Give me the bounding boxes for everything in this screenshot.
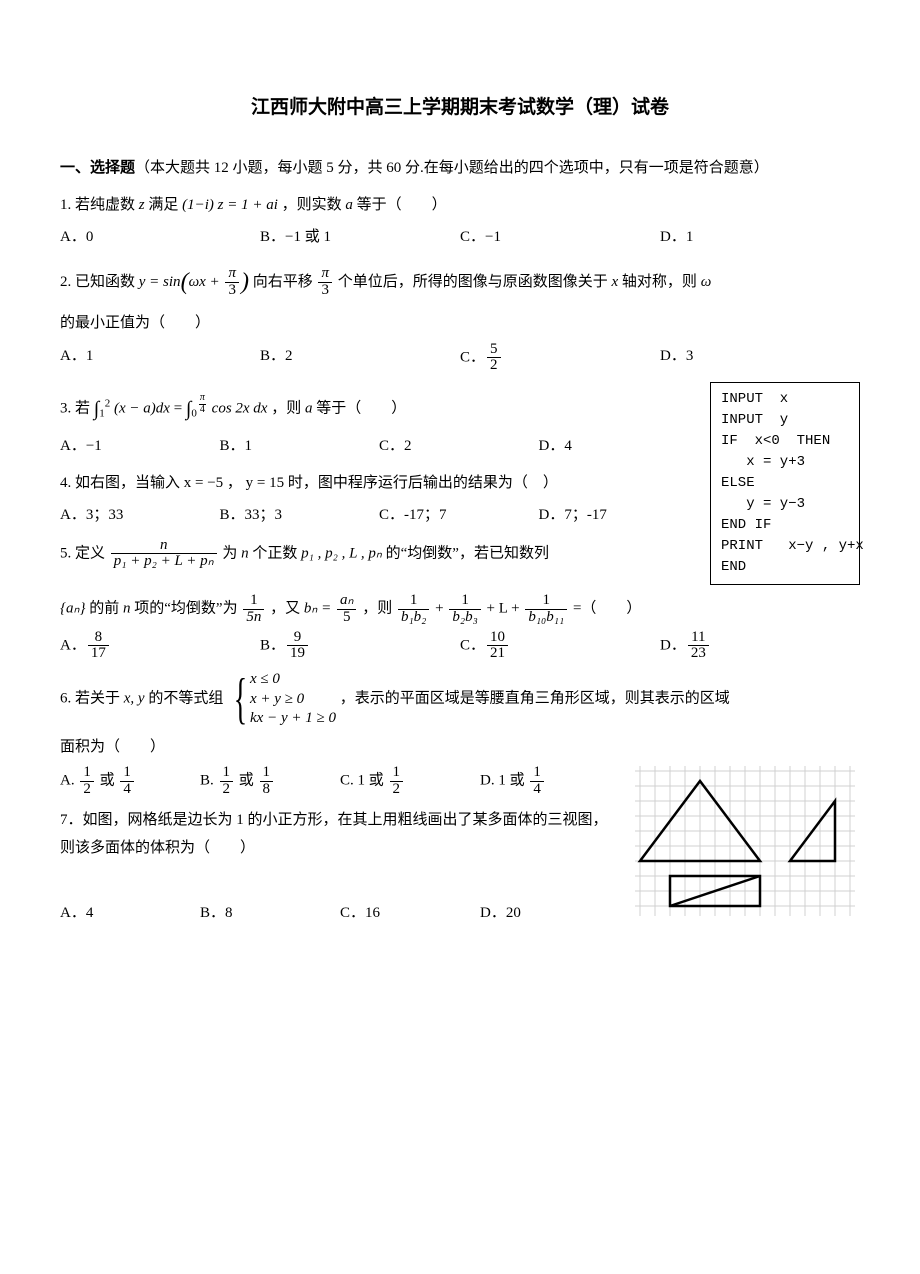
q67-main: A. 12 或 14 B. 12 或 18 C. 1 或 12 D. 1 或 1… [60, 761, 620, 936]
section-header: 一、选择题（本大题共 12 小题，每小题 5 分，共 60 分.在每小题给出的四… [60, 154, 860, 183]
q1-text3: ，则实数 [278, 197, 346, 213]
brace-icon: { [234, 671, 247, 727]
q4-opt-d: D．7；-17 [539, 501, 699, 530]
q7-opt-b: B．8 [200, 899, 340, 928]
code-box: INPUT x INPUT y IF x<0 THEN x = y+3 ELSE… [710, 382, 860, 585]
q2-opt-d: D．3 [660, 342, 860, 375]
q6-opt-b: B. 12 或 18 [200, 765, 340, 798]
q2-opt-a: A．1 [60, 342, 260, 375]
q2-omega: ω [701, 274, 712, 290]
q5-text3: 个正数 [249, 545, 302, 561]
q4-opt-c: C．-17；7 [379, 501, 539, 530]
question-3: 3. 若 ∫12 (x − a)dx = ∫0π4 cos 2x dx ，则 a… [60, 390, 698, 428]
q2-text3: 个单位后，所得的图像与原函数图像关于 [334, 274, 612, 290]
q6-opt-c: C. 1 或 12 [340, 765, 480, 798]
q5-opt-d: D．1123 [660, 630, 860, 663]
q6-tail: 面积为（ ） [60, 733, 860, 762]
q3-opt-d: D．4 [539, 432, 699, 461]
q5-l2c: ，又 [266, 601, 304, 617]
q5-l2e: （ ） [581, 601, 641, 617]
question-1: 1. 若纯虚数 z 满足 (1−i) z = 1 + ai ，则实数 a 等于（… [60, 191, 860, 220]
q3-opt-c: C．2 [379, 432, 539, 461]
q6-opt-d: D. 1 或 14 [480, 765, 620, 798]
q5-n2: n [123, 601, 131, 617]
q2-text4: 轴对称，则 [618, 274, 701, 290]
q1-text: 1. 若纯虚数 [60, 197, 139, 213]
q6-options: A. 12 或 14 B. 12 或 18 C. 1 或 12 D. 1 或 1… [60, 765, 620, 798]
question-4: 4. 如右图，当输入 x = −5 ， y = 15 时，图中程序运行后输出的结… [60, 469, 698, 498]
q4-opt-b: B．33；3 [220, 501, 380, 530]
section-desc: （本大题共 12 小题，每小题 5 分，共 60 分.在每小题给出的四个选项中，… [135, 160, 769, 176]
q2-eq: y = sin [139, 274, 181, 290]
q1-opt-d: D．1 [660, 223, 860, 252]
q4-options: A．3；33 B．33；3 C．-17；7 D．7；-17 [60, 501, 698, 530]
q7-opt-a: A．4 [60, 899, 200, 928]
q2-options: A．1 B．2 C．52 D．3 [60, 342, 860, 375]
q345-main: 3. 若 ∫12 (x − a)dx = ∫0π4 cos 2x dx ，则 a… [60, 382, 698, 574]
q3-opt-a: A．−1 [60, 432, 220, 461]
q1-text4: 等于（ ） [353, 197, 447, 213]
q3-int2: cos 2x dx [212, 401, 268, 417]
q6-text: 6. 若关于 [60, 691, 124, 707]
q5-an: {aₙ} [60, 601, 85, 617]
q3-text: 3. 若 [60, 401, 94, 417]
page-title: 江西师大附中高三上学期期末考试数学（理）试卷 [60, 90, 860, 126]
question-2: 2. 已知函数 y = sin(ωx + π3) 向右平移 π3 个单位后，所得… [60, 260, 860, 306]
q2-opt-b: B．2 [260, 342, 460, 375]
question-7: 7．如图，网格纸是边长为 1 的小正方形，在其上用粗线画出了某多面体的三视图，则… [60, 806, 620, 863]
q5-opt-c: C．1021 [460, 630, 660, 663]
q5-text2: 为 [219, 545, 242, 561]
q6-system: x ≤ 0x + y ≥ 0kx − y + 1 ≥ 0 [250, 670, 336, 729]
q2-text2: 向右平移 [249, 274, 317, 290]
q6-xy: x, y [124, 691, 145, 707]
q1-opt-c: C．−1 [460, 223, 660, 252]
q1-opt-a: A．0 [60, 223, 260, 252]
q5-options: A．817 B．919 C．1021 D．1123 [60, 630, 860, 663]
q1-a: a [345, 197, 353, 213]
q5-l2d: ，则 [358, 601, 396, 617]
q2-text: 2. 已知函数 [60, 274, 139, 290]
q6-text2: 的不等式组 [145, 691, 228, 707]
q3-options: A．−1 B．1 C．2 D．4 [60, 432, 698, 461]
question-5-line1: 5. 定义 np₁ + p₂ + L + pₙ 为 n 个正数 p₁ , p₂ … [60, 538, 698, 571]
q5-l2a: 的前 [85, 601, 123, 617]
q6-text3: ，表示的平面区域是等腰直角三角形区域，则其表示的区域 [336, 691, 730, 707]
q7-opt-c: C．16 [340, 899, 480, 928]
question-5-line2: {aₙ} 的前 n 项的“均倒数”为 15n ，又 bₙ = aₙ5 ，则 1b… [60, 593, 860, 626]
q6-opt-a: A. 12 或 14 [60, 765, 200, 798]
q3-text3: 等于（ ） [312, 401, 406, 417]
q5-text: 5. 定义 [60, 545, 109, 561]
q7-opt-d: D．20 [480, 899, 620, 928]
q67-row: A. 12 或 14 B. 12 或 18 C. 1 或 12 D. 1 或 1… [60, 761, 860, 936]
q7-options: A．4 B．8 C．16 D．20 [60, 899, 620, 928]
section-head: 一、选择题 [60, 160, 135, 176]
q4-opt-a: A．3；33 [60, 501, 220, 530]
q1-options: A．0 B．−1 或 1 C．−1 D．1 [60, 223, 860, 252]
q5-plist: p₁ , p₂ , L , pₙ [301, 545, 382, 561]
q1-opt-b: B．−1 或 1 [260, 223, 460, 252]
q5-bneq: bₙ = [304, 601, 335, 617]
q1-text2: 满足 [145, 197, 183, 213]
q5-n: n [241, 545, 249, 561]
q3-int1: (x − a)dx [114, 401, 170, 417]
q5-opt-b: B．919 [260, 630, 460, 663]
q5-eqend: = [569, 601, 581, 617]
q2-omegax: ωx + [189, 274, 224, 290]
question-6: 6. 若关于 x, y 的不等式组 {x ≤ 0x + y ≥ 0kx − y … [60, 670, 860, 729]
q345-row: 3. 若 ∫12 (x − a)dx = ∫0π4 cos 2x dx ，则 a… [60, 382, 860, 585]
q3-opt-b: B．1 [220, 432, 380, 461]
q5-sumtail: + L + [483, 601, 524, 617]
q3-text2: ，则 [267, 401, 305, 417]
q5-text4: 的“均倒数”，若已知数列 [382, 545, 549, 561]
q5-opt-a: A．817 [60, 630, 260, 663]
q2-tail: 的最小正值为（ ） [60, 309, 860, 338]
three-view-figure [630, 761, 860, 921]
q2-opt-c: C．52 [460, 342, 660, 375]
q1-eq: (1−i) z = 1 + ai [182, 197, 278, 213]
q5-l2b: 项的“均倒数”为 [131, 601, 242, 617]
